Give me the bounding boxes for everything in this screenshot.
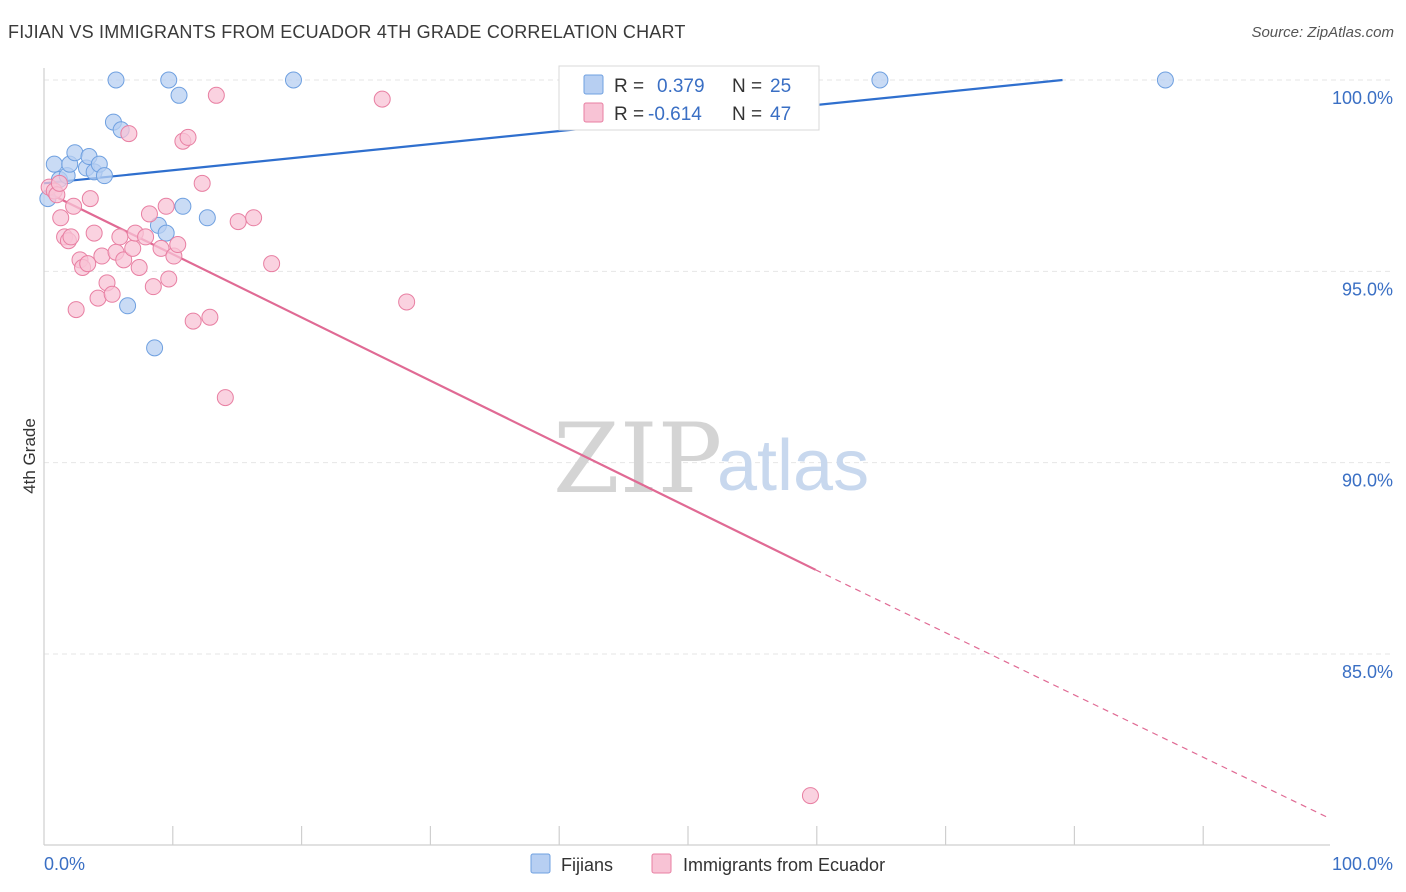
data-point-series-1	[137, 228, 155, 246]
data-point-series-1	[152, 239, 170, 257]
data-point-series-1	[89, 289, 107, 307]
data-point-series-0	[95, 167, 113, 185]
data-point-series-1	[120, 125, 138, 143]
data-point-series-1	[157, 197, 175, 215]
data-point-series-0	[146, 339, 164, 357]
data-point-series-1	[160, 270, 178, 288]
data-point-series-1	[216, 389, 234, 407]
y-tick-label: 100.0%	[1332, 88, 1393, 108]
data-point-series-1	[263, 255, 281, 273]
data-point-series-1	[373, 90, 391, 108]
y-axis-title: 4th Grade	[20, 418, 39, 494]
x-tick-label-min: 0.0%	[44, 854, 85, 874]
data-point-series-0	[198, 209, 216, 227]
data-point-series-1	[130, 259, 148, 277]
data-point-series-0	[45, 155, 63, 173]
data-point-series-1	[184, 312, 202, 330]
data-point-series-1	[103, 285, 121, 303]
data-point-series-1	[93, 247, 111, 265]
data-point-series-1	[52, 209, 70, 227]
data-point-series-1	[169, 236, 187, 254]
stats-n-label-fijians: N =	[732, 76, 762, 97]
gridlines	[44, 79, 1392, 655]
data-point-series-1	[65, 197, 83, 215]
data-point-series-1	[50, 174, 68, 192]
y-tick-label: 90.0%	[1342, 471, 1393, 491]
data-points	[39, 71, 1174, 805]
data-point-series-0	[170, 86, 188, 104]
data-point-series-1	[115, 251, 133, 269]
data-point-series-1	[398, 293, 416, 311]
data-point-series-1	[81, 190, 99, 208]
data-point-series-1	[124, 239, 142, 257]
trend-line-extension-1	[815, 569, 1331, 820]
data-point-series-1	[79, 255, 97, 273]
data-point-series-1	[801, 787, 819, 805]
data-point-series-1	[111, 228, 129, 246]
watermark: ZIP atlas	[553, 403, 869, 515]
y-axis-labels: 100.0% 95.0% 90.0% 85.0%	[1332, 88, 1393, 682]
stats-legend: R = 0.379 N = 25 R = -0.614 N = 47	[558, 65, 820, 131]
x-tick-label-max: 100.0%	[1332, 854, 1393, 874]
data-point-series-1	[62, 228, 80, 246]
data-point-series-1	[193, 174, 211, 192]
chart-title: FIJIAN VS IMMIGRANTS FROM ECUADOR 4TH GR…	[8, 22, 686, 42]
legend-swatch-ecuador	[651, 853, 672, 874]
series-legend: Fijians Immigrants from Ecuador	[530, 853, 885, 875]
stats-n-value-ecuador: 47	[770, 104, 791, 125]
stats-n-value-fijians: 25	[770, 76, 791, 97]
data-point-series-1	[201, 308, 219, 326]
watermark-atlas: atlas	[717, 426, 869, 506]
stats-swatch-ecuador	[583, 102, 604, 123]
data-point-series-0	[284, 71, 302, 89]
data-point-series-0	[107, 71, 125, 89]
data-point-series-1	[85, 224, 103, 242]
data-point-series-0	[871, 71, 889, 89]
stats-r-value-fijians: 0.379	[657, 76, 705, 97]
data-point-series-0	[1156, 71, 1174, 89]
data-point-series-0	[157, 224, 175, 242]
legend-swatch-fijians	[530, 853, 551, 874]
y-tick-label: 85.0%	[1342, 662, 1393, 682]
data-point-series-0	[66, 144, 84, 162]
stats-swatch-fijians	[583, 74, 604, 95]
data-point-series-1	[229, 213, 247, 231]
legend-label-fijians: Fijians	[561, 855, 613, 875]
data-point-series-1	[144, 278, 162, 296]
data-point-series-1	[140, 205, 158, 223]
data-point-series-0	[119, 297, 137, 315]
stats-r-label-ecuador: R =	[614, 104, 644, 125]
stats-r-label-fijians: R =	[614, 76, 644, 97]
data-point-series-1	[179, 128, 197, 146]
legend-label-ecuador: Immigrants from Ecuador	[683, 855, 885, 875]
data-point-series-0	[160, 71, 178, 89]
data-point-series-1	[207, 86, 225, 104]
chart-source: Source: ZipAtlas.com	[1251, 24, 1394, 41]
data-point-series-1	[67, 301, 85, 319]
trend-line-0	[43, 78, 1063, 185]
data-point-series-0	[174, 197, 192, 215]
x-axis-ticks	[172, 826, 1204, 845]
stats-r-value-ecuador: -0.614	[648, 104, 702, 125]
stats-n-label-ecuador: N =	[732, 104, 762, 125]
data-point-series-1	[245, 209, 263, 227]
watermark-zip: ZIP	[553, 403, 722, 515]
y-tick-label: 95.0%	[1342, 279, 1393, 299]
